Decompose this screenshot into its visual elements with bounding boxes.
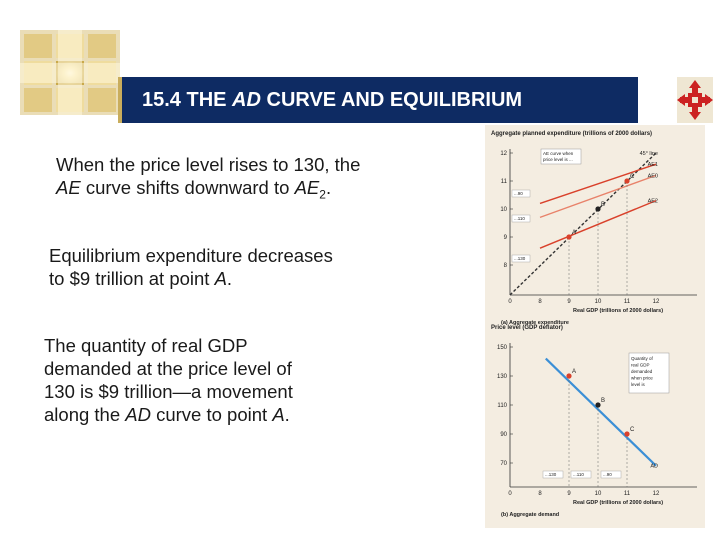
b-tag-box: [542, 470, 564, 479]
b-y-axis-label: Price level (GDP deflator): [491, 325, 563, 331]
a-x-tick-label: 8: [538, 299, 542, 305]
a-series-AE0: [539, 174, 657, 219]
a-callout-text: price level is ...: [543, 157, 573, 162]
paragraph-equilibrium: Equilibrium expenditure decreases to $9 …: [49, 245, 333, 289]
ae-ad-charts: Aggregate planned expenditure (trillions…: [491, 131, 697, 518]
a-y-tick-label: 10: [500, 207, 507, 213]
a-series-AE2: [539, 199, 657, 249]
b-x-tick-label: 12: [653, 491, 660, 497]
b-tag-box: [600, 470, 622, 479]
a-y-tick-label: 8: [504, 263, 508, 269]
b-tag-label: ...130: [545, 472, 557, 477]
b-series-label: AD: [650, 464, 658, 470]
a-point-label: A: [572, 230, 576, 236]
a-tag-label: ...130: [514, 256, 526, 261]
b-point-label: A: [572, 369, 576, 375]
slide-title: 15.4 THE AD CURVE AND EQUILIBRIUM: [142, 89, 523, 111]
a-tag-box: [511, 214, 531, 223]
a-callout-text: AE curve when: [543, 151, 574, 156]
b-point-label: C: [630, 427, 635, 433]
a-y-tick-label: 11: [501, 179, 508, 185]
b-y-tick-label: 110: [497, 403, 507, 409]
b-callout-text: demanded: [631, 369, 653, 374]
b-callout-box: [628, 352, 670, 394]
b-x-tick-label: 11: [624, 491, 631, 497]
b-tag-label: ...90: [603, 472, 612, 477]
a-series-label: AE1: [648, 162, 658, 168]
b-y-tick-label: 70: [500, 461, 507, 467]
a-y-tick-label: 9: [504, 235, 508, 241]
a-callout-box: [540, 148, 582, 165]
a-series-45line: [509, 152, 657, 296]
economics-figure: Aggregate planned expenditure (trillions…: [485, 125, 705, 528]
a-x-tick-label: 9: [567, 299, 571, 305]
b-series-AD: [545, 357, 657, 467]
title-bar: [118, 77, 638, 123]
a-point-label: C: [630, 174, 635, 180]
b-panel-title: (b) Aggregate demand: [501, 512, 559, 518]
b-y-tick-label: 90: [500, 432, 507, 438]
a-x-tick-label: 11: [624, 299, 631, 305]
a-tag-label: ...110: [514, 216, 525, 221]
b-callout-text: Quantity of: [631, 356, 654, 361]
paragraph-ad-movement: The quantity of real GDP demanded at the…: [44, 335, 293, 425]
b-point-C: [624, 431, 630, 437]
a-series-label: AE2: [648, 199, 658, 205]
b-point-A: [566, 373, 572, 379]
a-x-tick-label: 0: [508, 299, 512, 305]
a-tag-box: [511, 254, 531, 263]
a-x-tick-label: 10: [595, 299, 602, 305]
a-point-B: [595, 206, 601, 212]
b-callout-text: when price: [631, 376, 653, 381]
move-cross-button[interactable]: [677, 77, 713, 123]
b-point-B: [595, 402, 601, 408]
b-y-tick-label: 150: [497, 345, 508, 351]
b-x-tick-label: 8: [538, 491, 542, 497]
b-x-tick-label: 10: [595, 491, 602, 497]
gold-glow-squares-icon: [20, 30, 120, 115]
a-tag-box: [511, 189, 531, 198]
a-point-A: [566, 234, 572, 240]
a-panel-title: (a) Aggregate expenditure: [501, 320, 569, 326]
a-series-AE1: [539, 163, 657, 205]
b-callout-text: level is: [631, 382, 646, 387]
b-callout-text: real GDP: [631, 363, 650, 368]
a-series-label: AE0: [648, 173, 658, 179]
a-y-tick-label: 12: [500, 151, 507, 157]
b-x-tick-label: 0: [508, 491, 512, 497]
b-y-tick-label: 130: [497, 374, 508, 380]
red-move-cross-icon: [677, 80, 713, 120]
a-tag-label: ...90: [514, 191, 523, 196]
b-tag-box: [570, 470, 592, 479]
a-y-axis-label: Aggregate planned expenditure (trillions…: [491, 131, 652, 137]
b-x-axis-label: Real GDP (trillions of 2000 dollars): [573, 500, 663, 506]
b-x-tick-label: 9: [567, 491, 571, 497]
b-point-label: B: [601, 398, 605, 404]
paragraph-ae-shift: When the price level rises to 130, the A…: [56, 154, 361, 202]
a-x-axis-label: Real GDP (trillions of 2000 dollars): [573, 308, 663, 314]
a-point-C: [624, 178, 630, 184]
a-x-tick-label: 12: [653, 299, 660, 305]
b-tag-label: ...110: [573, 472, 584, 477]
a-series-label: 45° line: [640, 151, 658, 157]
a-point-label: B: [601, 202, 605, 208]
